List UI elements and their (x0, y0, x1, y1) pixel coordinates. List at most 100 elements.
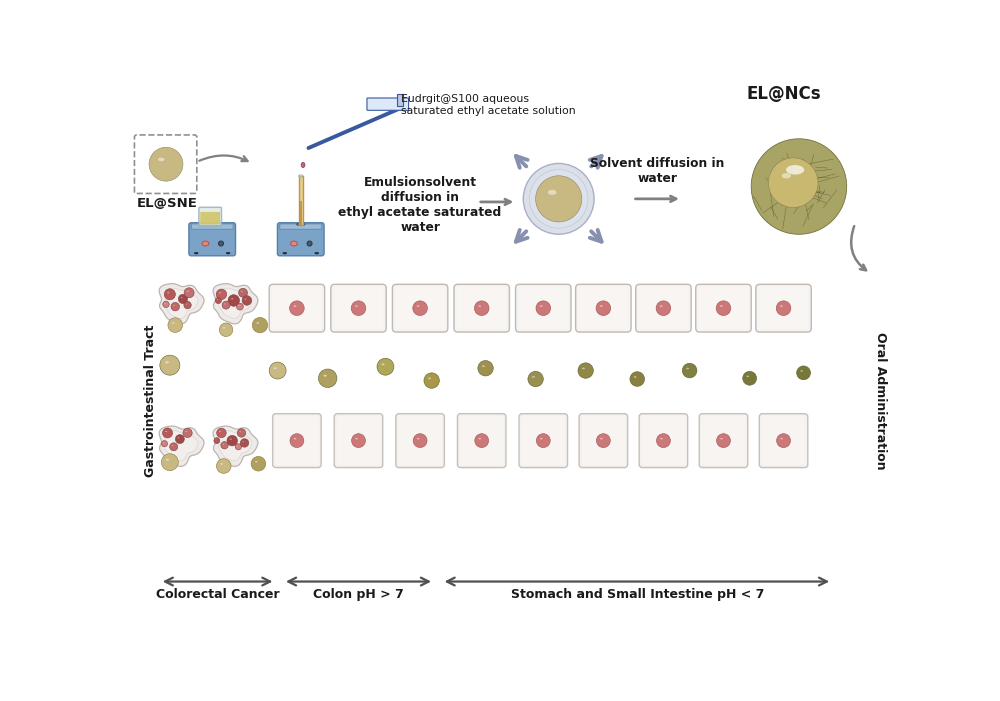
Ellipse shape (540, 438, 543, 440)
Circle shape (474, 301, 489, 315)
FancyBboxPatch shape (199, 207, 221, 226)
Circle shape (536, 176, 582, 222)
FancyBboxPatch shape (457, 287, 506, 329)
FancyBboxPatch shape (579, 287, 628, 329)
Ellipse shape (417, 438, 419, 440)
FancyBboxPatch shape (759, 414, 808, 468)
Ellipse shape (478, 306, 481, 307)
Circle shape (768, 158, 818, 207)
Ellipse shape (220, 463, 223, 465)
Circle shape (252, 318, 268, 333)
FancyBboxPatch shape (460, 416, 504, 465)
FancyBboxPatch shape (756, 285, 811, 332)
Ellipse shape (355, 306, 358, 307)
Ellipse shape (780, 306, 783, 307)
Circle shape (751, 139, 847, 234)
Circle shape (237, 429, 246, 437)
FancyBboxPatch shape (398, 416, 442, 465)
Circle shape (149, 147, 183, 181)
Ellipse shape (166, 459, 169, 461)
Circle shape (352, 434, 365, 447)
FancyBboxPatch shape (516, 285, 571, 332)
Ellipse shape (298, 175, 303, 177)
Bar (299, 176, 303, 225)
FancyBboxPatch shape (395, 287, 445, 329)
Ellipse shape (167, 292, 169, 294)
Circle shape (178, 294, 188, 304)
FancyBboxPatch shape (367, 98, 409, 110)
Ellipse shape (478, 438, 481, 440)
FancyBboxPatch shape (696, 285, 751, 332)
FancyBboxPatch shape (641, 416, 685, 465)
Circle shape (290, 434, 304, 447)
Circle shape (377, 358, 394, 375)
Circle shape (237, 304, 243, 310)
FancyBboxPatch shape (457, 414, 506, 468)
FancyBboxPatch shape (191, 224, 233, 229)
Ellipse shape (786, 165, 804, 175)
Ellipse shape (226, 252, 230, 254)
Circle shape (216, 289, 227, 299)
Polygon shape (218, 430, 252, 461)
Circle shape (235, 444, 241, 450)
Ellipse shape (230, 439, 232, 440)
Polygon shape (218, 288, 252, 318)
Circle shape (184, 288, 194, 298)
FancyBboxPatch shape (759, 287, 808, 329)
Ellipse shape (239, 431, 241, 433)
Ellipse shape (283, 252, 287, 254)
Text: Colorectal Cancer: Colorectal Cancer (156, 588, 279, 601)
Circle shape (682, 363, 697, 378)
Circle shape (269, 362, 286, 379)
FancyBboxPatch shape (579, 414, 628, 468)
Circle shape (239, 288, 247, 297)
Ellipse shape (782, 173, 791, 179)
FancyBboxPatch shape (581, 416, 625, 465)
Circle shape (216, 458, 231, 473)
Circle shape (170, 443, 178, 451)
FancyBboxPatch shape (275, 416, 319, 465)
Ellipse shape (274, 367, 277, 369)
Ellipse shape (600, 438, 603, 440)
Circle shape (161, 454, 178, 470)
Circle shape (776, 301, 791, 315)
Polygon shape (213, 284, 258, 324)
Ellipse shape (660, 306, 663, 307)
Text: Gastrointestinal Tract: Gastrointestinal Tract (144, 325, 157, 477)
FancyBboxPatch shape (396, 414, 444, 468)
Ellipse shape (293, 306, 296, 307)
Circle shape (596, 301, 611, 315)
FancyBboxPatch shape (337, 416, 380, 465)
Circle shape (290, 301, 304, 315)
FancyBboxPatch shape (334, 414, 383, 468)
Circle shape (716, 301, 731, 315)
Ellipse shape (219, 292, 221, 294)
Ellipse shape (165, 361, 169, 363)
Ellipse shape (291, 241, 297, 246)
Ellipse shape (428, 378, 431, 379)
Circle shape (217, 428, 226, 437)
Ellipse shape (194, 252, 198, 254)
FancyBboxPatch shape (392, 285, 448, 332)
Circle shape (161, 441, 168, 447)
Circle shape (221, 442, 228, 449)
FancyBboxPatch shape (636, 285, 691, 332)
FancyBboxPatch shape (200, 212, 220, 224)
Circle shape (475, 434, 489, 447)
Ellipse shape (219, 431, 221, 432)
FancyBboxPatch shape (280, 224, 322, 229)
FancyBboxPatch shape (639, 414, 688, 468)
FancyBboxPatch shape (331, 285, 386, 332)
FancyBboxPatch shape (189, 223, 236, 256)
FancyBboxPatch shape (699, 414, 748, 468)
Polygon shape (164, 288, 198, 318)
Ellipse shape (241, 291, 243, 292)
Polygon shape (159, 284, 204, 324)
Ellipse shape (223, 327, 225, 329)
Text: Solvent diffusion in
water: Solvent diffusion in water (590, 157, 724, 185)
Circle shape (240, 439, 249, 447)
Circle shape (215, 297, 221, 304)
Text: Oral Administration: Oral Administration (874, 332, 887, 470)
Circle shape (183, 428, 192, 437)
Circle shape (656, 301, 671, 315)
